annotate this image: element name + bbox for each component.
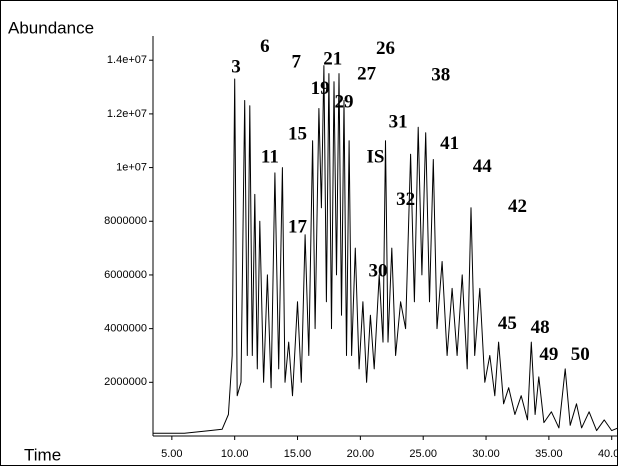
y-tick-label: 2000000 bbox=[104, 376, 147, 388]
peak-label: 17 bbox=[288, 216, 308, 237]
x-tick-label: 35.00 bbox=[535, 448, 563, 460]
y-axis-title: Abundance bbox=[8, 18, 94, 37]
peak-label: 49 bbox=[539, 344, 558, 365]
peak-label: 6 bbox=[260, 36, 270, 57]
peak-label: 21 bbox=[323, 49, 342, 70]
peak-label: 31 bbox=[389, 111, 408, 132]
peak-label: 19 bbox=[311, 78, 330, 99]
y-tick-label: 1.2e+07 bbox=[107, 108, 147, 120]
peak-label: 29 bbox=[335, 92, 354, 113]
peak-label: IS bbox=[366, 146, 384, 167]
x-tick-label: 20.00 bbox=[347, 448, 375, 460]
peak-label: 44 bbox=[473, 156, 493, 177]
peak-label: 50 bbox=[571, 344, 590, 365]
y-tick-label: 4000000 bbox=[104, 323, 147, 335]
x-tick-label: 10.00 bbox=[221, 448, 249, 460]
peak-label: 15 bbox=[288, 124, 307, 145]
y-tick-label: 8000000 bbox=[104, 215, 147, 227]
x-tick-label: 30.00 bbox=[472, 448, 500, 460]
peak-label: 30 bbox=[368, 261, 387, 282]
peak-label: 11 bbox=[261, 146, 279, 167]
trace bbox=[153, 65, 618, 434]
peak-label: 27 bbox=[357, 63, 377, 84]
y-tick-label: 6000000 bbox=[104, 269, 147, 281]
x-tick-label: 25.00 bbox=[409, 448, 437, 460]
peak-label: 7 bbox=[292, 51, 302, 72]
peak-label: 48 bbox=[531, 317, 550, 338]
peak-label: 26 bbox=[376, 38, 395, 59]
peak-label: 41 bbox=[440, 133, 459, 154]
y-tick-label: 1e+07 bbox=[116, 161, 147, 173]
peak-label: 38 bbox=[431, 65, 450, 86]
peak-label: 32 bbox=[396, 189, 415, 210]
x-tick-label: 15.00 bbox=[284, 448, 312, 460]
peak-label: 45 bbox=[498, 313, 517, 334]
peak-label: 42 bbox=[508, 196, 527, 217]
y-tick-label: 1.4e+07 bbox=[107, 54, 147, 66]
peak-label: 3 bbox=[231, 57, 241, 78]
x-tick-label: 40.00 bbox=[598, 448, 618, 460]
x-axis-title: Time bbox=[24, 445, 61, 464]
x-tick-label: 5.00 bbox=[161, 448, 182, 460]
